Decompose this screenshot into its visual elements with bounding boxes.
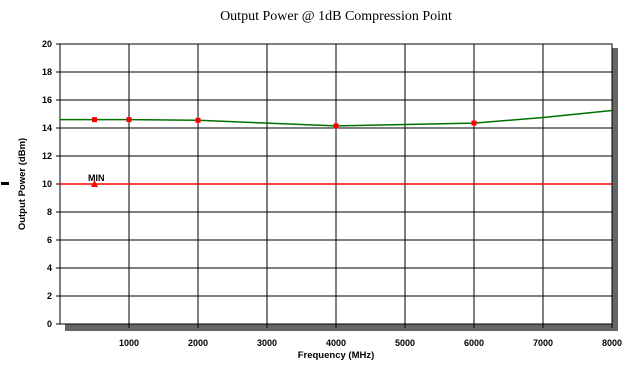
series-marker-0 [333,123,339,129]
y-tick-label: 18 [42,67,52,77]
y-tick-label: 16 [42,95,52,105]
chart-title: Output Power @ 1dB Compression Point [220,9,452,24]
x-axis-label: Frequency (MHz) [298,350,375,361]
series-marker-1 [91,180,98,187]
axis-marker-bar [1,182,9,185]
x-tick-label: 5000 [395,338,415,348]
x-axis-ticks: 1000 2000 3000 4000 5000 6000 7000 8000 [119,324,622,348]
y-tick-label: 0 [47,319,52,329]
y-tick-label: 6 [47,235,52,245]
y-tick-label: 8 [47,207,52,217]
y-tick-label: 14 [42,123,52,133]
x-tick-label: 3000 [257,338,277,348]
x-tick-label: 1000 [119,338,139,348]
x-tick-label: 7000 [533,338,553,348]
series-marker-0 [471,120,477,126]
y-tick-label: 2 [47,291,52,301]
x-tick-label: 8000 [602,338,622,348]
y-tick-label: 10 [42,179,52,189]
y-axis-ticks: 0 2 4 6 8 10 12 14 16 18 20 [42,39,60,329]
y-tick-label: 12 [42,151,52,161]
x-tick-label: 6000 [464,338,484,348]
y-tick-label: 4 [47,263,52,273]
series-marker-0 [92,117,97,123]
y-tick-label: 20 [42,39,52,49]
series-layer [60,109,613,187]
x-tick-label: 2000 [188,338,208,348]
x-tick-label: 4000 [326,338,346,348]
series-marker-0 [126,117,132,123]
y-axis-label: Output Power (dBm) [17,138,28,230]
series-marker-0 [195,117,201,123]
min-label: MIN [88,173,105,183]
